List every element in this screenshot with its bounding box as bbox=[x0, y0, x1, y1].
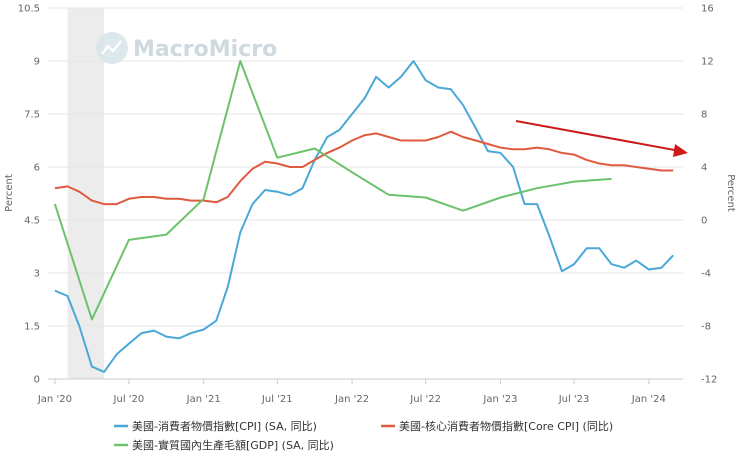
recession-band bbox=[67, 8, 105, 379]
watermark-logo-icon bbox=[96, 32, 128, 64]
legend-label: 美國-核心消費者物價指數[Core CPI] (同比) bbox=[399, 419, 613, 433]
legend-item-2[interactable]: 美國-實質國內生產毛額[GDP] (SA, 同比) bbox=[114, 438, 334, 452]
y-axis-left-title: Percent bbox=[4, 174, 15, 212]
series-line-1 bbox=[54, 130, 674, 206]
legend-item-1[interactable]: 美國-核心消費者物價指數[Core CPI] (同比) bbox=[381, 419, 613, 433]
y-tick-label-right: 12 bbox=[701, 57, 714, 68]
y-tick-label-right: -12 bbox=[701, 375, 717, 386]
legend-label: 美國-消費者物價指數[CPI] (SA, 同比) bbox=[132, 419, 317, 433]
y-tick-label-right: 16 bbox=[701, 4, 714, 15]
y-tick-label-left: 1.5 bbox=[24, 322, 40, 333]
series-line-2 bbox=[53, 60, 612, 321]
watermark-text: MacroMicro bbox=[133, 37, 277, 62]
x-tick-label: Jan '22 bbox=[334, 394, 369, 405]
y-tick-label-left: 9 bbox=[34, 57, 40, 68]
y-tick-label-right: 4 bbox=[701, 163, 707, 174]
series-line-0 bbox=[54, 60, 674, 373]
watermark-chart-icon bbox=[101, 40, 122, 55]
trend-arrow bbox=[515, 120, 688, 157]
y-tick-label-left: 7.5 bbox=[24, 110, 40, 121]
y-tick-label-right: 8 bbox=[701, 110, 707, 121]
x-tick-label: Jul '20 bbox=[113, 394, 145, 405]
y-tick-label-left: 3 bbox=[34, 269, 40, 280]
y-tick-label-left: 6 bbox=[34, 163, 40, 174]
x-tick-label: Jul '22 bbox=[409, 394, 441, 405]
legend: 美國-消費者物價指數[CPI] (SA, 同比) 美國-核心消費者物價指數[Cor… bbox=[114, 419, 613, 452]
x-tick-label: Jul '23 bbox=[558, 394, 590, 405]
x-tick-label: Jan '23 bbox=[482, 394, 517, 405]
y-tick-label-left: 4.5 bbox=[24, 216, 40, 227]
y-tick-label-right: -4 bbox=[701, 269, 711, 280]
trend-arrow-shaft bbox=[515, 120, 681, 152]
x-tick-label: Jan '20 bbox=[37, 394, 72, 405]
x-tick-label: Jul '21 bbox=[261, 394, 293, 405]
x-tick-label: Jan '21 bbox=[186, 394, 221, 405]
legend-item-0[interactable]: 美國-消費者物價指數[CPI] (SA, 同比) bbox=[114, 419, 317, 433]
y-tick-label-left: 10.5 bbox=[18, 4, 40, 15]
y-tick-label-left: 0 bbox=[34, 375, 40, 386]
trend-arrow-head bbox=[673, 144, 688, 157]
watermark-logo: MacroMicro bbox=[96, 32, 277, 64]
y-tick-label-right: 0 bbox=[701, 216, 707, 227]
y-axis-right-title: Percent bbox=[725, 174, 736, 212]
x-tick-label: Jan '24 bbox=[631, 394, 666, 405]
legend-label: 美國-實質國內生產毛額[GDP] (SA, 同比) bbox=[132, 438, 334, 452]
y-tick-label-right: -8 bbox=[701, 322, 711, 333]
